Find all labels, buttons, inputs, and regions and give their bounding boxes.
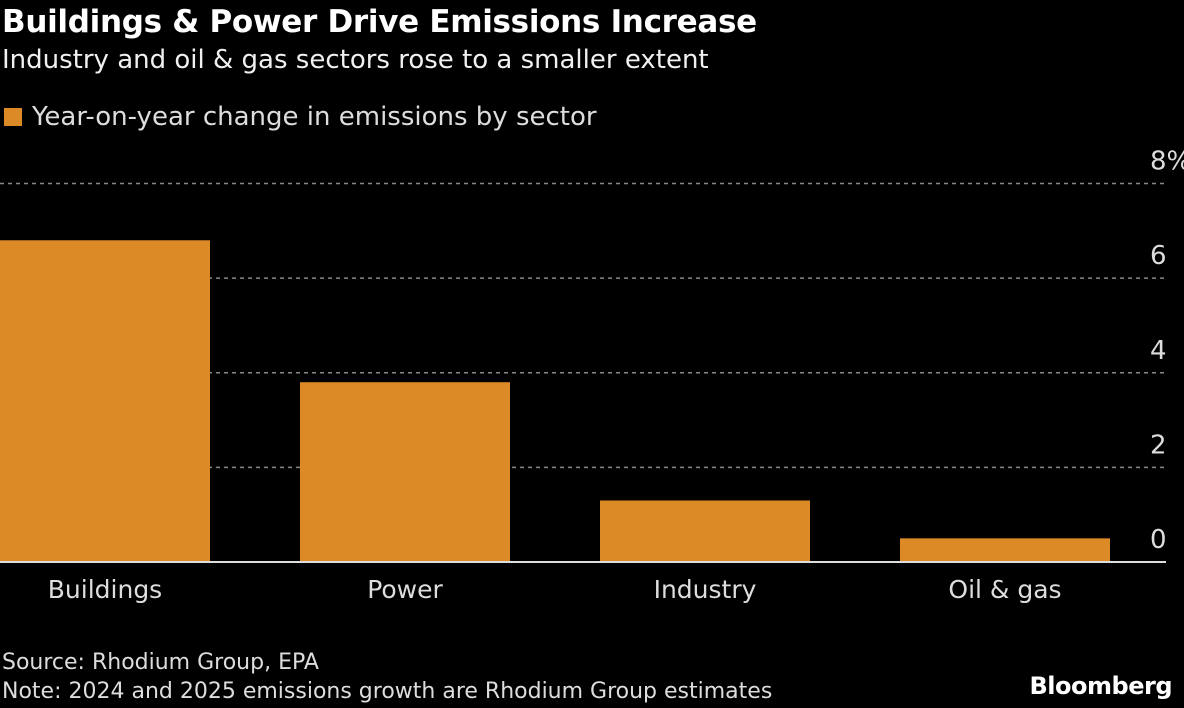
bar-power xyxy=(300,382,510,562)
bloomberg-logo: Bloomberg xyxy=(1029,672,1173,700)
x-tick-label: Industry xyxy=(654,575,757,604)
bar-industry xyxy=(600,500,810,562)
y-tick-label: 0 xyxy=(1150,525,1167,555)
y-tick-label: 8% xyxy=(1150,147,1184,177)
bar-buildings xyxy=(0,240,210,562)
y-tick-label: 6 xyxy=(1150,241,1167,271)
legend-label: Year-on-year change in emissions by sect… xyxy=(32,102,597,132)
source-note: Source: Rhodium Group, EPA xyxy=(2,650,319,675)
legend: Year-on-year change in emissions by sect… xyxy=(4,102,597,132)
footnote: Note: 2024 and 2025 emissions growth are… xyxy=(2,679,773,704)
x-tick-label: Oil & gas xyxy=(948,575,1061,604)
x-tick-label: Buildings xyxy=(48,575,162,604)
bar-oil-gas xyxy=(900,538,1110,562)
y-tick-label: 4 xyxy=(1150,336,1167,366)
chart-subtitle: Industry and oil & gas sectors rose to a… xyxy=(2,45,709,75)
legend-swatch xyxy=(4,108,22,126)
x-tick-label: Power xyxy=(367,575,443,604)
chart-title: Buildings & Power Drive Emissions Increa… xyxy=(2,4,757,40)
y-tick-label: 2 xyxy=(1150,430,1167,460)
